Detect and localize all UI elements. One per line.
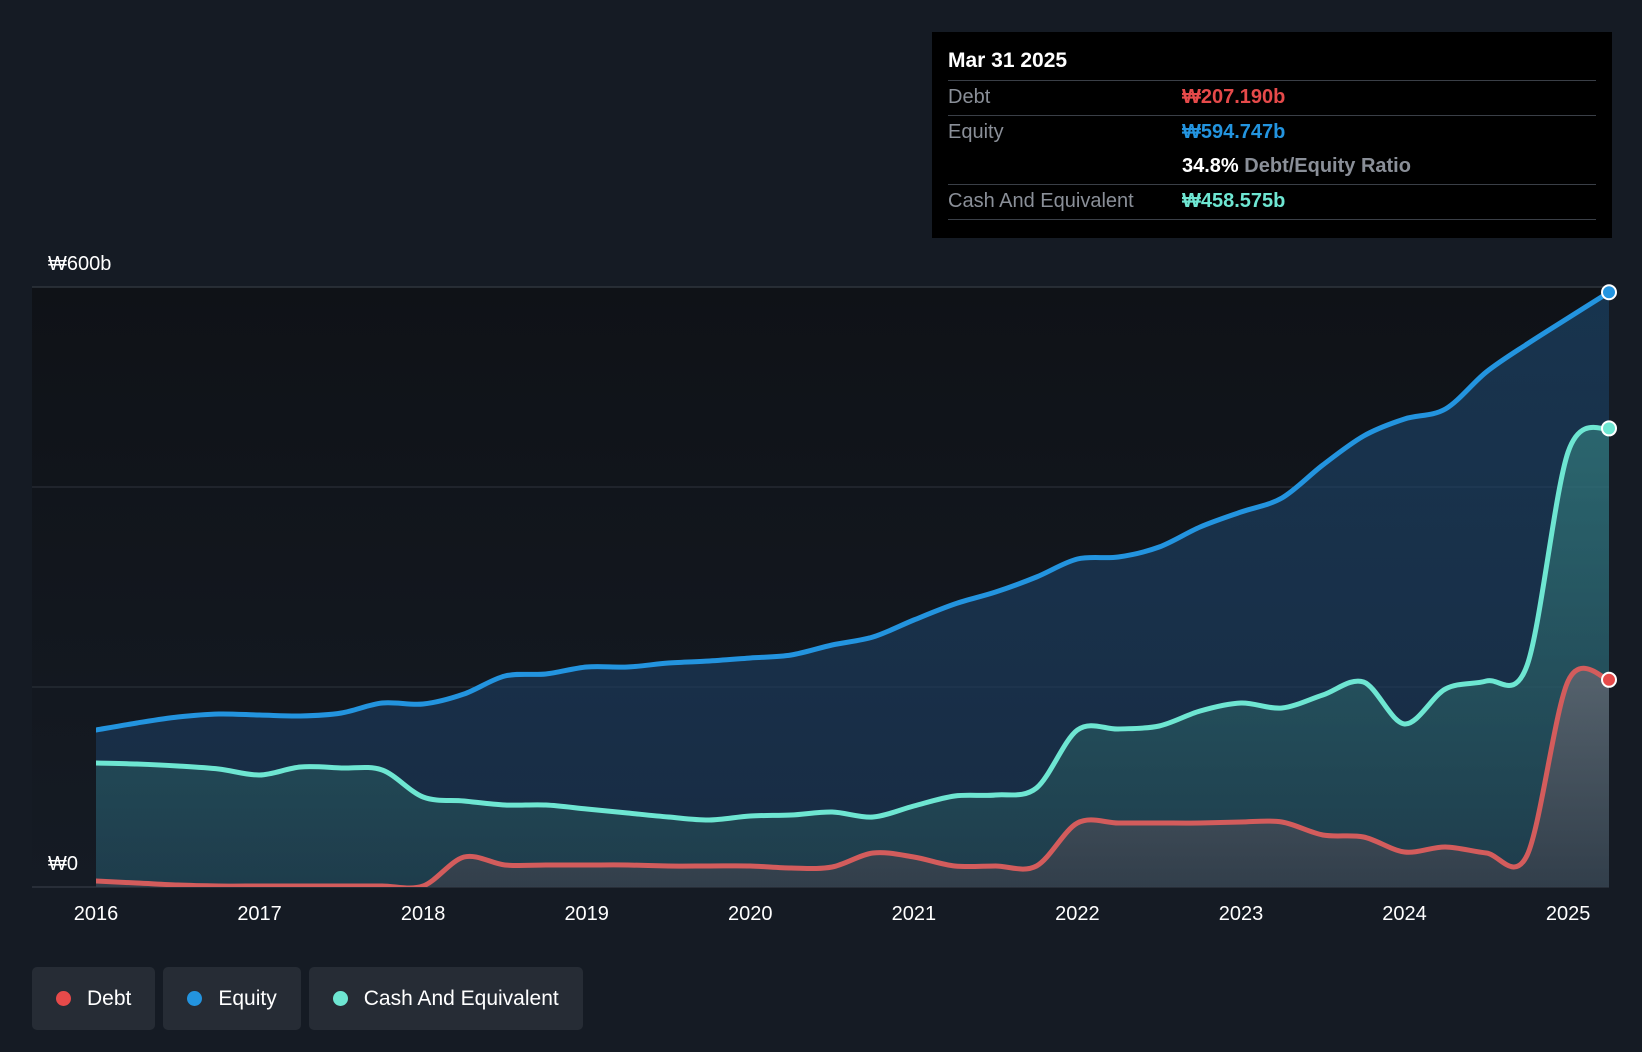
tooltip-ratio-label: Debt/Equity Ratio [1244, 155, 1411, 177]
debt-line [96, 665, 1610, 887]
equity-dot-icon [187, 991, 203, 1006]
x-axis-tick-2017: 2017 [237, 903, 282, 925]
tooltip-cash-value: ₩458.575b [1182, 190, 1286, 212]
tooltip-ratio: 34.8% Debt/Equity Ratio [1182, 150, 1411, 182]
cash-area [96, 427, 1609, 887]
tooltip-equity-value: ₩594.747b [1182, 121, 1286, 143]
x-axis-tick-2024: 2024 [1382, 903, 1427, 925]
legend-label-debt: Debt [87, 986, 132, 1010]
x-axis-tick-2016: 2016 [74, 903, 119, 925]
y-axis-label-0: ₩600b [48, 253, 111, 275]
debt-area [96, 668, 1609, 887]
equity-endpoint-marker [1601, 284, 1617, 301]
series-group [96, 289, 1610, 887]
legend-item-cash[interactable]: Cash And Equivalent [308, 967, 583, 1030]
x-axis-tick-2025: 2025 [1546, 903, 1591, 925]
tooltip-ratio-percent: 34.8% [1182, 155, 1239, 177]
legend-item-debt[interactable]: Debt [32, 967, 156, 1030]
x-axis-tick-2023: 2023 [1219, 903, 1264, 925]
x-axis-tick-2021: 2021 [892, 903, 937, 925]
cash-dot-icon [332, 991, 348, 1006]
cash-line [96, 424, 1610, 823]
x-axis-tick-2019: 2019 [564, 903, 609, 925]
tooltip-debt-row: Debt ₩207.190b [948, 80, 1596, 115]
tooltip-debt-value: ₩207.190b [1182, 86, 1286, 108]
legend-label-equity: Equity [218, 986, 277, 1010]
x-axis-tick-2020: 2020 [728, 903, 773, 925]
tooltip-ratio-row: 34.8% Debt/Equity Ratio [948, 150, 1596, 184]
x-axis-tick-2018: 2018 [401, 903, 446, 925]
tooltip-cash-row: Cash And Equivalent ₩458.575b [948, 184, 1596, 220]
cash-endpoint-marker [1601, 420, 1617, 437]
tooltip-date: Mar 31 2025 [948, 49, 1068, 72]
legend: Debt Equity Cash And Equivalent [32, 967, 583, 1030]
tooltip-equity-row: Equity ₩594.747b [948, 115, 1596, 150]
equity-line [96, 289, 1610, 733]
tooltip-cash-label: Cash And Equivalent [948, 190, 1134, 212]
debt-endpoint-marker [1601, 671, 1617, 688]
legend-label-cash: Cash And Equivalent [363, 986, 559, 1010]
legend-item-equity[interactable]: Equity [163, 967, 301, 1030]
x-axis-tick-2022: 2022 [1055, 903, 1100, 925]
debt-dot-icon [56, 991, 71, 1006]
tooltip-debt-label: Debt [948, 86, 991, 108]
tooltip-equity-label: Equity [948, 121, 1004, 143]
tooltip-panel: Mar 31 2025 Debt ₩207.190b Equity ₩594.7… [932, 32, 1612, 238]
y-axis-label-1: ₩0 [48, 853, 78, 875]
